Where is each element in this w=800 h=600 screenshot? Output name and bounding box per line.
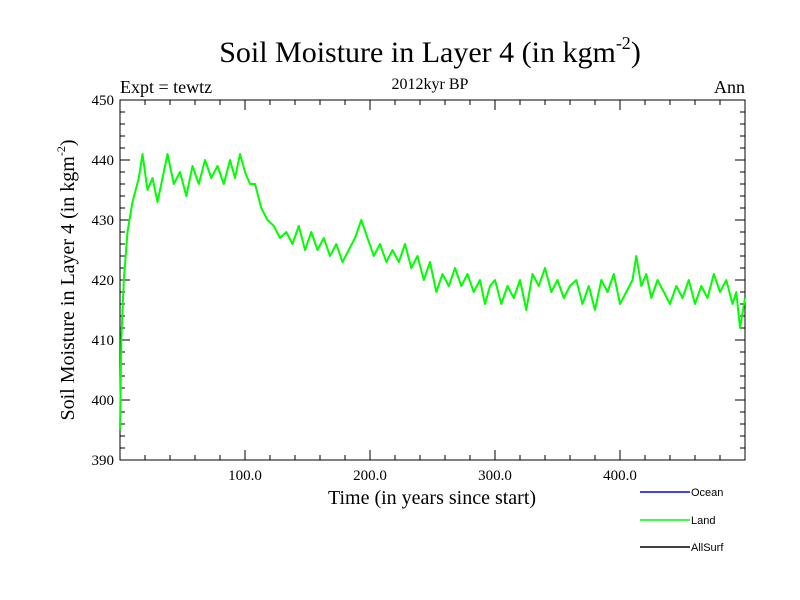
experiment-label: Expt = tewtz xyxy=(120,77,212,97)
y-axis-label-sup: -2 xyxy=(54,146,68,156)
x-tick-label: 100.0 xyxy=(228,468,262,484)
plot-frame xyxy=(119,99,746,461)
y-tick-label: 420 xyxy=(92,273,115,289)
y-axis-label-main: Soil Moisture in Layer 4 (in kgm xyxy=(57,156,79,421)
x-tick-label: 200.0 xyxy=(353,468,387,484)
chart-title-sup: -2 xyxy=(616,33,631,53)
axes: 100.0 200.0 300.0 400.0 390 400 410 420 430 440 45… xyxy=(92,93,745,484)
chart-title-close: ) xyxy=(631,36,641,69)
y-tick-label: 450 xyxy=(92,93,115,109)
y-tick-label: 440 xyxy=(92,153,115,169)
season-label: Ann xyxy=(714,77,745,97)
chart-title: Soil Moisture in Layer 4 (in kgm-2) xyxy=(219,33,641,69)
y-tick-label: 410 xyxy=(92,333,115,349)
legend: Ocean Land AllSurf xyxy=(640,487,724,554)
y-tick-label: 430 xyxy=(92,213,115,229)
x-axis-label: Time (in years since start) xyxy=(328,487,536,509)
y-axis-label: Soil Moisture in Layer 4 (in kgm-2) xyxy=(54,139,79,420)
y-tick-label: 400 xyxy=(92,393,115,409)
chart-title-main: Soil Moisture in Layer 4 (in kgm xyxy=(219,36,616,69)
y-axis-label-close: ) xyxy=(57,139,79,146)
legend-label-allsurf: AllSurf xyxy=(691,542,724,554)
chart-subtitle: 2012kyr BP xyxy=(392,76,469,93)
legend-label-ocean: Ocean xyxy=(691,487,723,499)
legend-label-land: Land xyxy=(691,515,715,527)
x-tick-label: 300.0 xyxy=(478,468,512,484)
y-tick-label: 390 xyxy=(92,453,115,469)
series-land-line xyxy=(119,153,746,431)
x-tick-label: 400.0 xyxy=(603,468,637,484)
